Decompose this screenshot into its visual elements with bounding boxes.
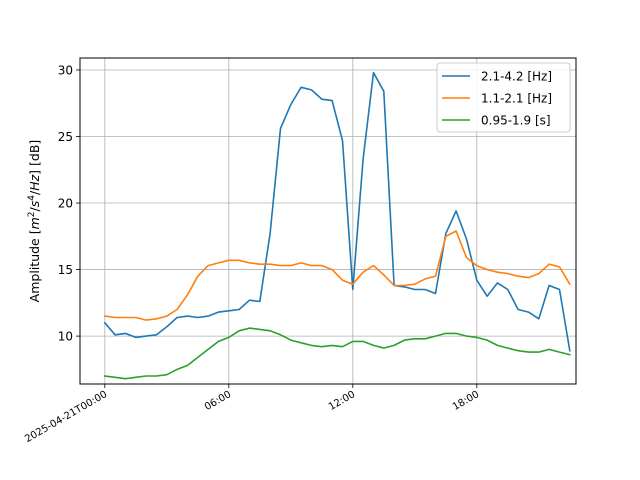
legend-label: 2.1-4.2 [Hz]	[481, 70, 552, 84]
legend-box	[436, 62, 571, 133]
y-tick-label: 10	[58, 330, 73, 344]
y-tick-label: 20	[58, 197, 73, 211]
plot-frame	[79, 57, 577, 385]
legend-label: 0.95-1.9 [s]	[481, 114, 551, 128]
series-line	[103, 327, 571, 380]
plot-lines	[103, 71, 571, 380]
legend-label: 1.1-2.1 [Hz]	[481, 92, 552, 106]
y-tick-label: 25	[58, 130, 73, 144]
series-line	[103, 71, 571, 352]
y-axis-label: Amplitude [m2/s4/Hz] [dB]	[27, 140, 42, 303]
y-tick-label: 30	[58, 63, 73, 77]
y-axis-ticks: 10 15 20 25 30	[58, 63, 80, 344]
series-line	[103, 230, 571, 321]
legend: 2.1-4.2 [Hz] 1.1-2.1 [Hz] 0.95-1.9 [s]	[436, 62, 571, 133]
y-tick-label: 15	[58, 263, 73, 277]
